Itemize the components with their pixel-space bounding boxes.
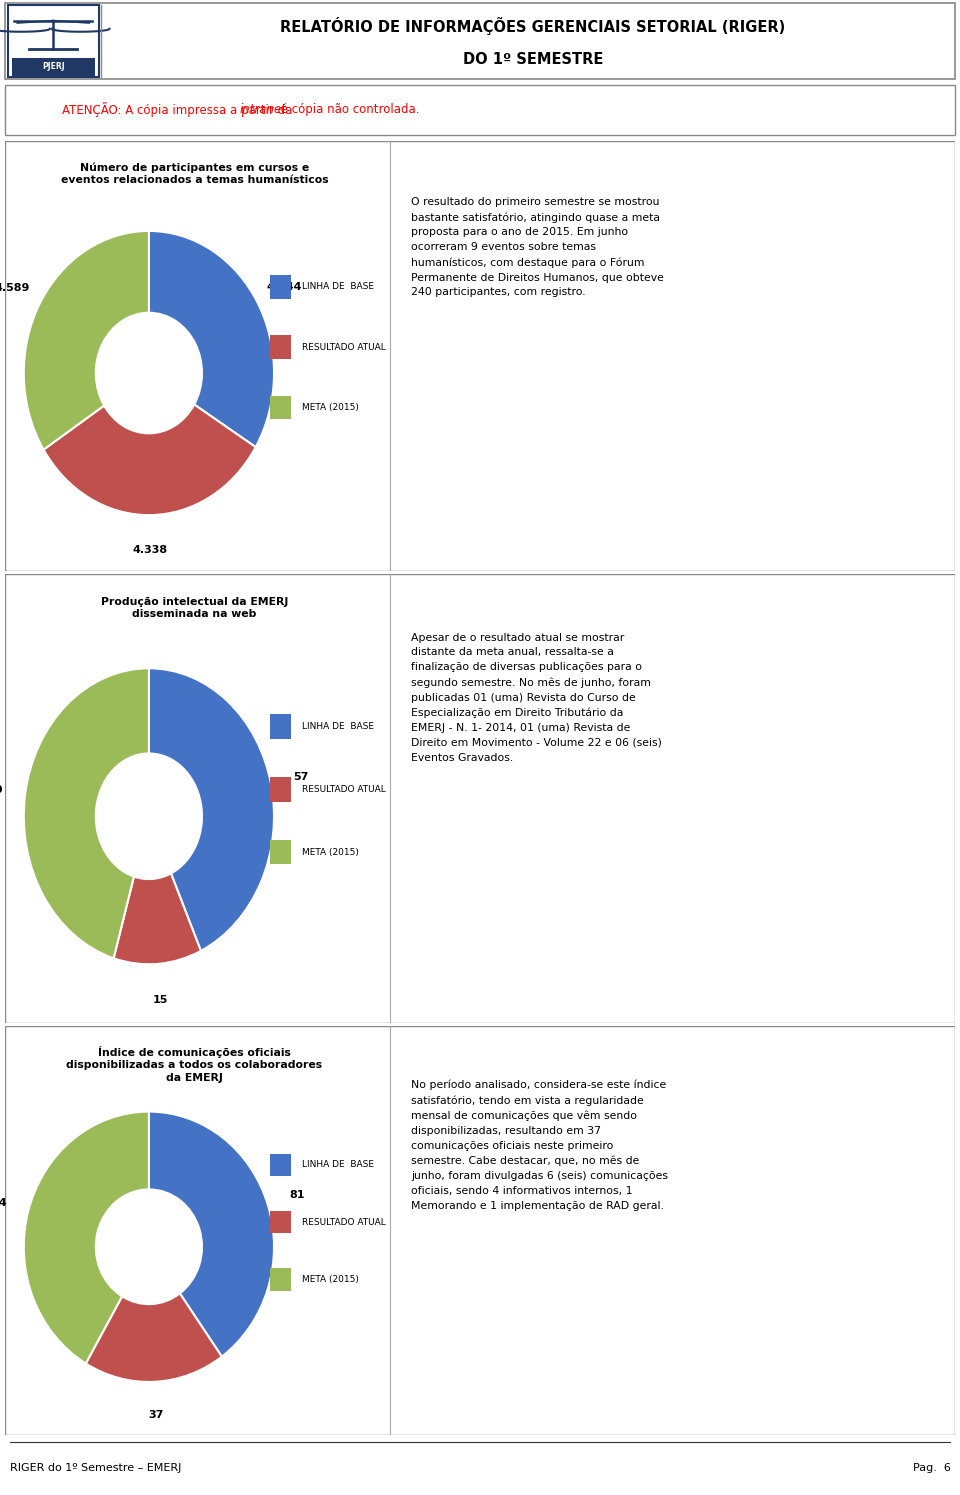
Text: O resultado do primeiro semestre se mostrou
bastante satisfatório, atingindo qua: O resultado do primeiro semestre se most… <box>411 197 664 298</box>
Wedge shape <box>149 668 274 951</box>
Text: RESULTADO ATUAL: RESULTADO ATUAL <box>302 1218 386 1227</box>
Text: é cópia não controlada.: é cópia não controlada. <box>276 103 420 117</box>
Wedge shape <box>24 1112 149 1363</box>
Bar <box>271 275 291 299</box>
Text: intranet: intranet <box>239 103 286 117</box>
Text: 60: 60 <box>0 785 3 795</box>
Text: Índice de comunicações oficiais
disponibilizadas a todos os colaboradores
da EME: Índice de comunicações oficiais disponib… <box>66 1046 323 1082</box>
Text: DO 1º SEMESTRE: DO 1º SEMESTRE <box>463 52 603 67</box>
Bar <box>271 396 291 419</box>
Text: 84: 84 <box>0 1197 7 1208</box>
Bar <box>12 58 95 76</box>
Bar <box>8 4 99 78</box>
Text: LINHA DE  BASE: LINHA DE BASE <box>302 722 374 731</box>
Text: Número de participantes em cursos e
eventos relacionados a temas humanísticos: Número de participantes em cursos e even… <box>60 161 328 185</box>
Text: 4.544: 4.544 <box>267 281 302 292</box>
Text: ATENÇÃO: A cópia impressa a partir da: ATENÇÃO: A cópia impressa a partir da <box>62 102 297 118</box>
Text: Produção intelectual da EMERJ
disseminada na web: Produção intelectual da EMERJ disseminad… <box>101 597 288 619</box>
Text: 4.589: 4.589 <box>0 284 30 293</box>
Text: 15: 15 <box>153 994 168 1005</box>
Text: RESULTADO ATUAL: RESULTADO ATUAL <box>302 785 386 794</box>
Text: RELATÓRIO DE INFORMAÇÕES GERENCIAIS SETORIAL (RIGER): RELATÓRIO DE INFORMAÇÕES GERENCIAIS SETO… <box>280 18 785 36</box>
Bar <box>271 1268 291 1290</box>
Text: LINHA DE  BASE: LINHA DE BASE <box>302 1160 374 1169</box>
Bar <box>271 715 291 739</box>
Text: 4.338: 4.338 <box>133 544 168 555</box>
Text: META (2015): META (2015) <box>302 404 359 413</box>
Text: PJERJ: PJERJ <box>42 63 64 72</box>
Wedge shape <box>24 230 149 450</box>
Bar <box>271 1154 291 1177</box>
Text: No período analisado, considera-se este índice
satisfatório, tendo em vista a re: No período analisado, considera-se este … <box>411 1079 668 1211</box>
Text: META (2015): META (2015) <box>302 1275 359 1284</box>
Text: Pag.  6: Pag. 6 <box>913 1464 950 1473</box>
Bar <box>271 1211 291 1233</box>
Text: 57: 57 <box>293 773 308 782</box>
Bar <box>271 777 291 801</box>
Wedge shape <box>85 1293 222 1381</box>
Wedge shape <box>149 1112 274 1356</box>
Wedge shape <box>113 873 201 964</box>
Bar <box>271 840 291 864</box>
Text: LINHA DE  BASE: LINHA DE BASE <box>302 283 374 292</box>
Wedge shape <box>149 230 274 447</box>
Text: RESULTADO ATUAL: RESULTADO ATUAL <box>302 342 386 351</box>
Wedge shape <box>24 668 149 958</box>
Text: 37: 37 <box>149 1410 164 1420</box>
Text: META (2015): META (2015) <box>302 848 359 857</box>
Bar <box>271 335 291 359</box>
Text: Apesar de o resultado atual se mostrar
distante da meta anual, ressalta-se a
fin: Apesar de o resultado atual se mostrar d… <box>411 632 662 762</box>
Text: 81: 81 <box>289 1190 304 1200</box>
Text: RIGER do 1º Semestre – EMERJ: RIGER do 1º Semestre – EMERJ <box>10 1464 181 1473</box>
Wedge shape <box>43 405 255 516</box>
